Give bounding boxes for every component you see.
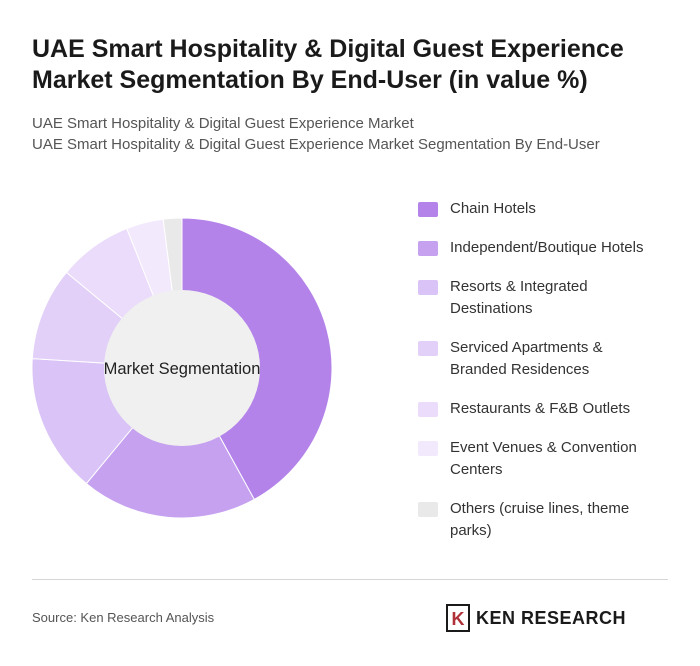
legend-label: Restaurants & F&B Outlets: [450, 400, 631, 417]
legend-label: Event Venues & Convention: [450, 439, 637, 456]
legend-label: Independent/Boutique Hotels: [450, 239, 644, 256]
legend-item: Serviced Apartments & Branded Residences: [418, 337, 680, 381]
legend-swatch: [418, 341, 438, 356]
logo-mark-icon: K: [446, 604, 470, 632]
legend-item: Others (cruise lines, theme parks): [418, 498, 680, 542]
legend-swatch: [418, 241, 438, 256]
donut-chart: Market Segmentation: [31, 217, 333, 519]
legend-swatch: [418, 280, 438, 295]
legend-item: Resorts & Integrated Destinations: [418, 276, 680, 320]
legend-label: Branded Residences: [450, 361, 590, 378]
chart-legend: Chain Hotels Independent/Boutique Hotels R…: [418, 198, 680, 559]
legend-swatch: [418, 502, 438, 517]
legend-item: Independent/Boutique Hotels: [418, 237, 680, 259]
chart-subtitle: UAE Smart Hospitality & Digital Guest Ex…: [32, 113, 672, 155]
legend-swatch: [418, 202, 438, 217]
footer-divider: [32, 579, 668, 580]
legend-label: parks): [450, 522, 492, 539]
legend-item: Restaurants & F&B Outlets: [418, 398, 680, 420]
ken-research-logo: K KEN RESEARCH: [446, 603, 626, 633]
legend-swatch: [418, 402, 438, 417]
center-label: Market Segmentation: [104, 360, 261, 378]
legend-swatch: [418, 441, 438, 456]
legend-item: Event Venues & Convention Centers: [418, 437, 680, 481]
logo-letter: K: [452, 609, 465, 629]
legend-label: Serviced Apartments &: [450, 339, 603, 356]
legend-item: Chain Hotels: [418, 198, 680, 220]
chart-title: UAE Smart Hospitality & Digital Guest Ex…: [32, 35, 624, 94]
source-note: Source: Ken Research Analysis: [32, 610, 215, 625]
subtitle-line-1: UAE Smart Hospitality & Digital Guest Ex…: [32, 115, 414, 132]
logo-text: KEN RESEARCH: [476, 607, 627, 628]
legend-label: Destinations: [450, 300, 533, 317]
legend-label: Others (cruise lines, theme: [450, 500, 630, 517]
subtitle-line-2: UAE Smart Hospitality & Digital Guest Ex…: [32, 136, 600, 153]
legend-label: Chain Hotels: [450, 200, 536, 217]
legend-label: Centers: [450, 461, 503, 478]
donut-hole: [104, 290, 260, 446]
legend-label: Resorts & Integrated: [450, 278, 588, 295]
